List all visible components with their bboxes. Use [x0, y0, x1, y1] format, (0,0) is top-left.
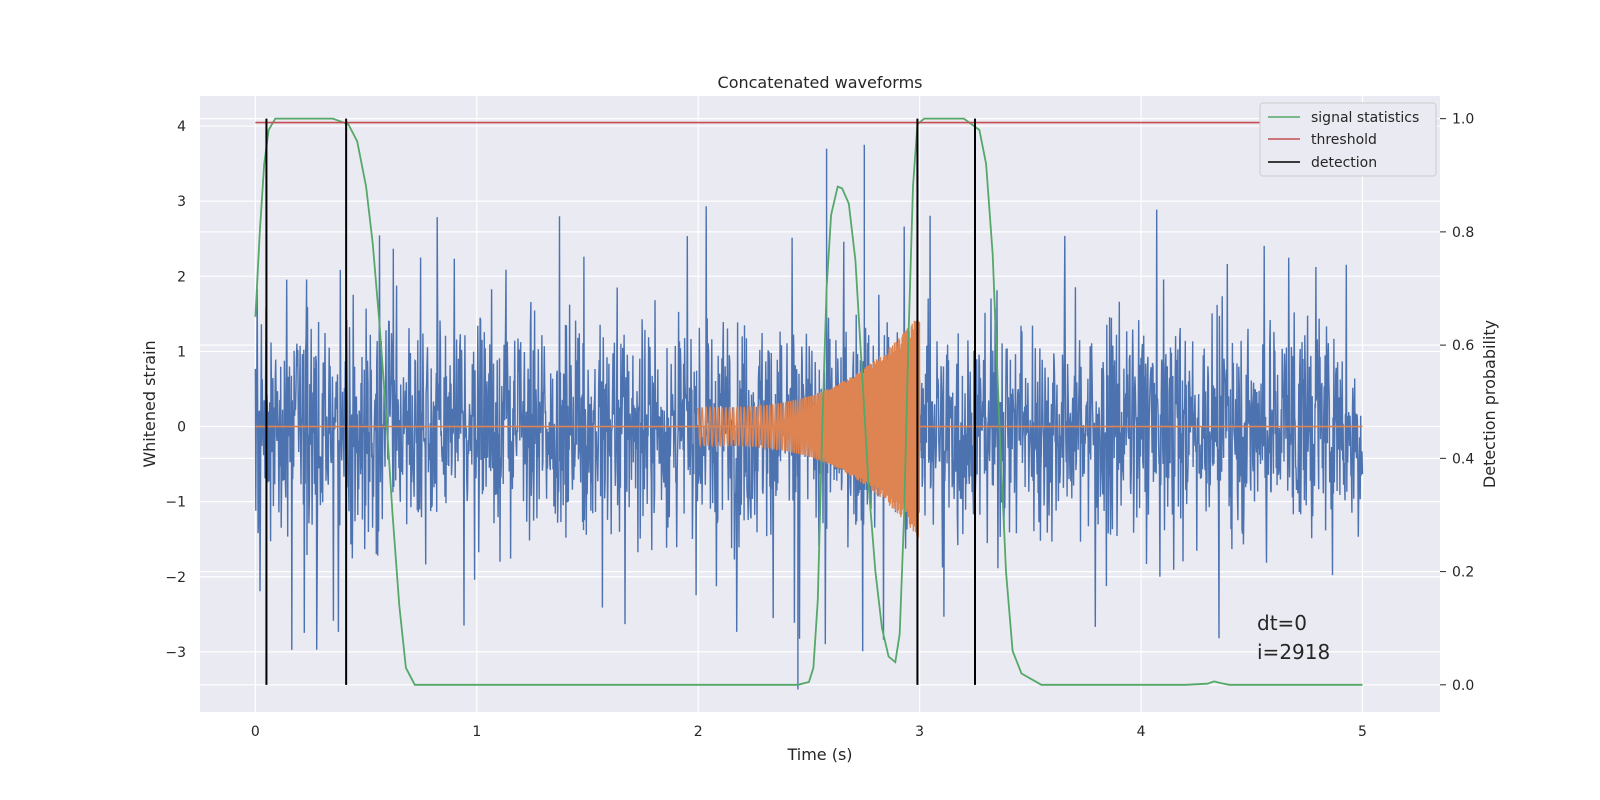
y-left-tick-label: 2	[177, 269, 186, 285]
y-axis-right-ticks: 0.0 0.2 0.4 0.6 0.8 1.0	[1440, 112, 1474, 694]
x-axis-ticks: 0 1 2 3 4 5	[251, 724, 1367, 740]
waveform-line	[697, 320, 921, 538]
x-tick-label: 2	[694, 724, 703, 740]
legend-label-threshold: threshold	[1311, 132, 1377, 148]
y-left-tick-label: −1	[165, 495, 186, 511]
y-right-tick-label: 0.6	[1452, 338, 1474, 354]
x-tick-label: 4	[1137, 724, 1146, 740]
y-right-tick-label: 0.0	[1452, 678, 1474, 694]
y-axis-right-label: Detection probability	[1480, 320, 1499, 488]
annotation-index: i=2918	[1257, 640, 1330, 664]
waveform-series	[255, 320, 1363, 538]
y-left-tick-label: −3	[165, 645, 186, 661]
y-axis-left-ticks: −3 −2 −1 0 1 2 3 4	[165, 119, 186, 661]
y-right-tick-label: 1.0	[1452, 112, 1474, 128]
y-right-tick-label: 0.2	[1452, 565, 1474, 581]
legend-label-signal: signal statistics	[1311, 110, 1419, 126]
y-left-tick-label: 3	[177, 194, 186, 210]
x-axis-label: Time (s)	[786, 745, 852, 764]
y-left-tick-label: 0	[177, 420, 186, 436]
y-right-tick-label: 0.4	[1452, 451, 1474, 467]
legend-label-detection: detection	[1311, 155, 1377, 171]
y-right-tick-label: 0.8	[1452, 225, 1474, 241]
x-tick-label: 1	[472, 724, 481, 740]
legend: signal statistics threshold detection	[1259, 102, 1437, 177]
annotation-dt: dt=0	[1257, 611, 1307, 635]
x-tick-label: 0	[251, 724, 260, 740]
x-tick-label: 5	[1358, 724, 1367, 740]
detection-series	[265, 118, 976, 685]
signal-statistics-line	[254, 117, 1363, 686]
x-tick-label: 3	[915, 724, 924, 740]
y-axis-left-label: Whitened strain	[140, 340, 159, 467]
signal-statistics-series	[254, 117, 1363, 686]
chart-title: Concatenated waveforms	[718, 73, 923, 92]
y-left-tick-label: 1	[177, 344, 186, 360]
y-left-tick-label: 4	[177, 119, 186, 135]
y-left-tick-label: −2	[165, 570, 186, 586]
legend-box	[1259, 102, 1437, 177]
